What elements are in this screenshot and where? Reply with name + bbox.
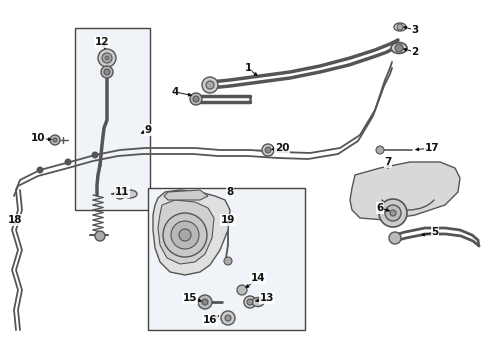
Circle shape — [190, 93, 202, 105]
Text: 13: 13 — [260, 293, 274, 303]
Circle shape — [104, 69, 110, 75]
Circle shape — [376, 146, 384, 154]
Text: 1: 1 — [245, 63, 252, 73]
Text: 9: 9 — [145, 125, 151, 135]
Polygon shape — [158, 200, 214, 264]
Text: 7: 7 — [384, 157, 392, 167]
Ellipse shape — [394, 23, 406, 31]
Text: 8: 8 — [226, 187, 234, 197]
Text: 11: 11 — [115, 187, 129, 197]
Circle shape — [244, 296, 256, 308]
Text: 4: 4 — [172, 87, 179, 97]
Circle shape — [397, 24, 403, 30]
Text: 14: 14 — [251, 273, 265, 283]
Circle shape — [163, 213, 207, 257]
Text: 18: 18 — [8, 215, 22, 225]
Circle shape — [221, 311, 235, 325]
Circle shape — [206, 81, 214, 89]
Text: 16: 16 — [203, 315, 217, 325]
Circle shape — [105, 56, 109, 60]
Text: 17: 17 — [425, 143, 440, 153]
Text: 3: 3 — [412, 25, 418, 35]
Circle shape — [395, 44, 403, 52]
Circle shape — [265, 147, 271, 153]
Polygon shape — [350, 162, 460, 220]
Circle shape — [379, 199, 407, 227]
Ellipse shape — [252, 297, 264, 306]
Circle shape — [98, 49, 116, 67]
Circle shape — [202, 299, 208, 305]
Text: 12: 12 — [95, 37, 109, 47]
Circle shape — [95, 231, 105, 241]
Text: 20: 20 — [275, 143, 289, 153]
Polygon shape — [164, 190, 208, 200]
Bar — [75, 28, 150, 210]
Circle shape — [65, 158, 72, 166]
Circle shape — [171, 221, 199, 249]
Circle shape — [115, 189, 125, 199]
Circle shape — [202, 77, 218, 93]
Circle shape — [101, 66, 113, 78]
Circle shape — [102, 53, 112, 63]
Circle shape — [390, 210, 396, 216]
Ellipse shape — [391, 42, 407, 54]
Text: 6: 6 — [376, 203, 384, 213]
Circle shape — [92, 152, 98, 158]
Circle shape — [193, 96, 199, 102]
Circle shape — [237, 285, 247, 295]
Bar — [148, 188, 305, 330]
Ellipse shape — [123, 190, 137, 198]
Text: 15: 15 — [183, 293, 197, 303]
Text: 2: 2 — [412, 47, 418, 57]
Circle shape — [225, 315, 231, 321]
Circle shape — [50, 135, 60, 145]
Text: 5: 5 — [431, 227, 439, 237]
Circle shape — [262, 144, 274, 156]
Circle shape — [179, 229, 191, 241]
Text: 10: 10 — [31, 133, 45, 143]
Circle shape — [198, 295, 212, 309]
Text: 19: 19 — [221, 215, 235, 225]
Circle shape — [385, 205, 401, 221]
Circle shape — [224, 257, 232, 265]
Polygon shape — [153, 190, 230, 275]
Circle shape — [389, 232, 401, 244]
Circle shape — [36, 166, 44, 174]
Circle shape — [247, 299, 253, 305]
Circle shape — [53, 138, 57, 142]
